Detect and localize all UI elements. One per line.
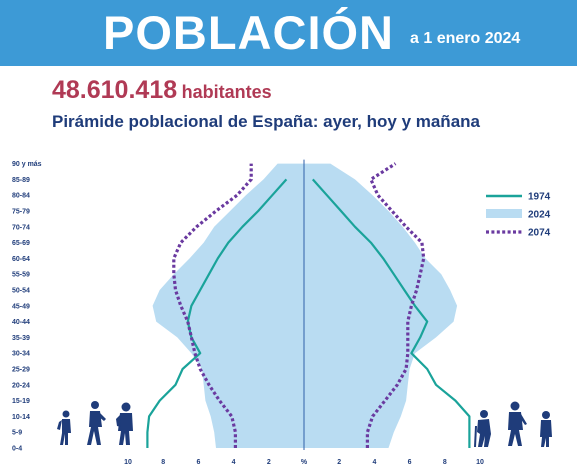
x-tick-label: 2 — [337, 459, 341, 466]
x-axis-ticks: 10 8 6 4 2% 2 4 6 8 10 — [124, 459, 484, 466]
x-tick-label: 6 — [196, 459, 200, 466]
x-tick-label: 4 — [232, 459, 236, 466]
y-tick-label: 45-49 — [12, 303, 30, 310]
y-tick-label: 60-64 — [12, 256, 30, 263]
standing-elder-icon — [540, 411, 552, 447]
y-tick-label: 55-59 — [12, 272, 30, 279]
y-axis-ticks: 0-4 5-9 10-14 15-19 20-24 25-29 30-34 35-39 40-4… — [12, 161, 42, 452]
series-1974-right-line — [311, 178, 471, 448]
walking-child-icon — [57, 410, 71, 445]
banner-date: a 1 enero 2024 — [410, 30, 521, 47]
legend-swatch-2024 — [486, 209, 522, 218]
chart-title: Pirámide poblacional de España: ayer, ho… — [52, 112, 480, 131]
y-tick-label: 65-69 — [12, 240, 30, 247]
x-tick-label: 4 — [372, 459, 376, 466]
y-tick-label: 80-84 — [12, 193, 30, 200]
population-total: 48.610.418 habitantes — [52, 76, 272, 105]
banner-title: POBLACIÓN — [103, 6, 394, 59]
population-pyramid-chart: 0-4 5-9 10-14 15-19 20-24 25-29 30-34 35-39 40-4… — [12, 159, 552, 466]
legend-label-2024: 2024 — [528, 210, 551, 221]
legend: 1974 2024 2074 — [486, 192, 551, 239]
legend-label-2074: 2074 — [528, 228, 551, 239]
walking-teen-icon — [87, 401, 106, 445]
y-tick-label: 30-34 — [12, 351, 30, 358]
walking-senior-icon — [508, 401, 527, 446]
x-tick-label: 6 — [408, 459, 412, 466]
walking-elder-cane-icon — [474, 410, 491, 447]
population-unit: habitantes — [181, 82, 272, 102]
x-tick-label: % — [301, 459, 308, 466]
x-tick-label: 10 — [124, 459, 132, 466]
population-value: 48.610.418 — [52, 76, 178, 104]
header-banner: POBLACIÓN a 1 enero 2024 — [0, 0, 577, 66]
y-tick-label: 40-44 — [12, 319, 30, 326]
x-tick-label: 10 — [476, 459, 484, 466]
y-tick-label: 50-54 — [12, 288, 30, 295]
y-tick-label: 75-79 — [12, 209, 30, 216]
x-tick-label: 8 — [161, 459, 165, 466]
y-tick-label: 0-4 — [12, 446, 22, 453]
x-tick-label: 2 — [267, 459, 271, 466]
y-tick-label: 25-29 — [12, 367, 30, 374]
y-tick-label: 15-19 — [12, 398, 30, 405]
y-tick-label: 10-14 — [12, 414, 30, 421]
legend-label-1974: 1974 — [528, 192, 551, 203]
area-layer — [152, 163, 458, 448]
y-tick-label: 90 y más — [12, 161, 42, 168]
series-2024-area — [152, 163, 458, 448]
series-1974-left-line — [146, 178, 288, 448]
walking-adult-icon — [116, 402, 133, 445]
y-tick-label: 20-24 — [12, 382, 30, 389]
y-tick-label: 35-39 — [12, 335, 30, 342]
y-tick-label: 85-89 — [12, 177, 30, 184]
x-tick-label: 8 — [443, 459, 447, 466]
y-tick-label: 70-74 — [12, 224, 30, 231]
y-tick-label: 5-9 — [12, 430, 22, 437]
line-layer — [146, 162, 471, 448]
